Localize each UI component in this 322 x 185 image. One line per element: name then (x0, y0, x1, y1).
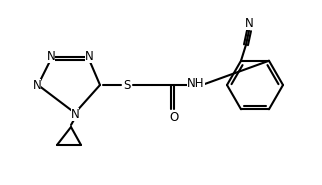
Text: N: N (71, 107, 80, 120)
Text: N: N (33, 78, 41, 92)
Text: O: O (169, 110, 179, 124)
Text: S: S (123, 78, 131, 92)
Text: NH: NH (187, 77, 205, 90)
Text: N: N (47, 50, 55, 63)
Text: N: N (245, 17, 253, 30)
Text: N: N (85, 50, 93, 63)
